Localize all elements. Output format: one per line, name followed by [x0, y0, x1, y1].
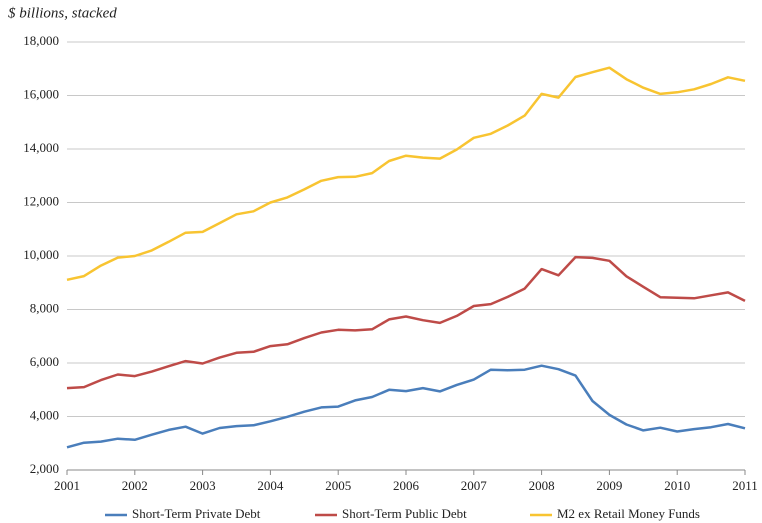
x-tick-label: 2010	[664, 478, 690, 493]
y-tick-label: 2,000	[30, 461, 59, 476]
legend-label: Short-Term Public Debt	[342, 506, 467, 521]
x-tick-label: 2001	[54, 478, 80, 493]
legend-label: Short-Term Private Debt	[132, 506, 261, 521]
y-tick-label: 14,000	[23, 140, 59, 155]
series-line	[66, 255, 746, 390]
y-tick-label: 10,000	[23, 247, 59, 262]
x-tick-label: 2003	[190, 478, 216, 493]
y-tick-label: 4,000	[30, 407, 59, 422]
x-tick-label: 2008	[529, 478, 555, 493]
x-tick-label: 2002	[122, 478, 148, 493]
y-tick-label: 6,000	[30, 354, 59, 369]
x-tick-label: 2009	[596, 478, 622, 493]
x-tick-label: 2004	[257, 478, 284, 493]
y-tick-label: 18,000	[23, 33, 59, 48]
x-tick-label: 2007	[461, 478, 488, 493]
x-tick-label: 2005	[325, 478, 351, 493]
series-line	[66, 364, 746, 449]
x-tick-label: 2006	[393, 478, 420, 493]
y-tick-label: 8,000	[30, 300, 59, 315]
series-line	[66, 66, 746, 282]
legend-label: M2 ex Retail Money Funds	[557, 506, 700, 521]
x-tick-label: 2011	[732, 478, 758, 493]
y-tick-label: 12,000	[23, 193, 59, 208]
chart-subtitle: $ billions, stacked	[8, 5, 117, 21]
y-tick-label: 16,000	[23, 86, 59, 101]
